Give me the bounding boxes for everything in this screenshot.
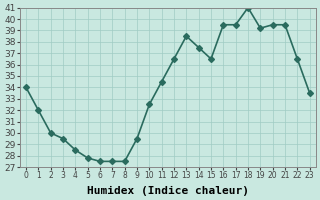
X-axis label: Humidex (Indice chaleur): Humidex (Indice chaleur) (87, 186, 249, 196)
